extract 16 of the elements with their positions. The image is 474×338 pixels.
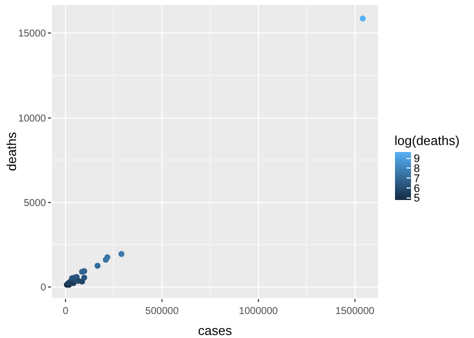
y-tick-label: 0 [40,282,46,294]
color-bar-label: 5 [414,192,420,205]
color-bar-label: 7 [414,172,420,185]
color-bar-label: 8 [414,163,420,176]
x-tick-label: 500000 [145,306,180,317]
y-tick-label: 5000 [24,198,46,209]
color-bar-label: 6 [414,182,420,195]
x-tick-label: 0 [62,306,69,317]
color-bar-title: log(deaths) [394,132,460,148]
x-tick-label: 1500000 [335,306,375,317]
color-bar-label: 9 [414,153,420,166]
x-axis-title: cases [198,323,232,338]
y-axis-title: deaths [4,131,19,172]
x-tick-label: 1000000 [238,306,278,317]
y-tick-label: 10000 [18,113,46,124]
y-tick-label: 15000 [18,28,46,40]
